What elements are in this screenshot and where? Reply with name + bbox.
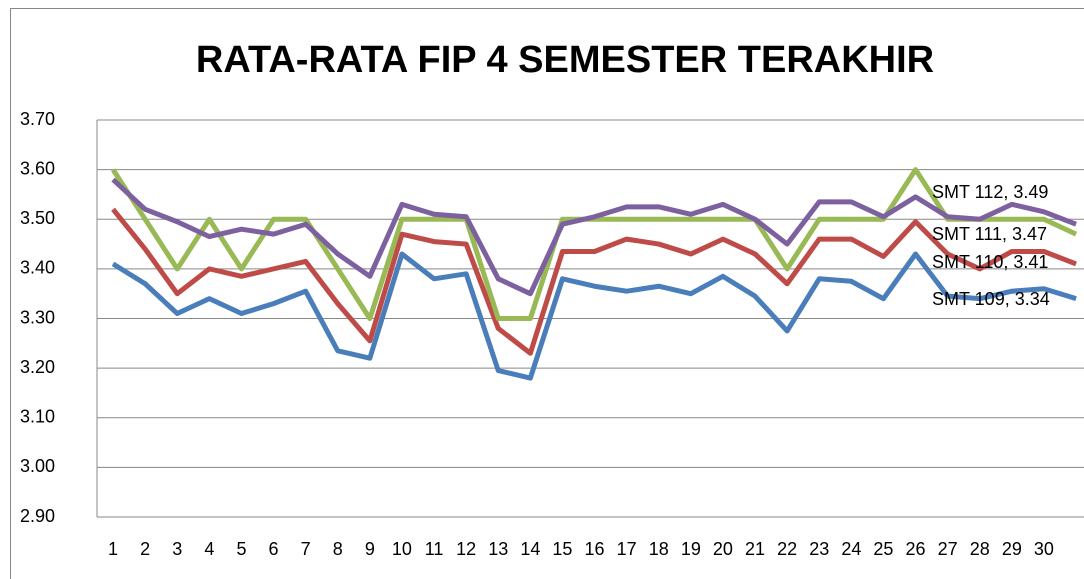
x-tick-label: 28 — [970, 539, 990, 559]
x-tick-label: 18 — [649, 539, 669, 559]
x-tick-label: 26 — [906, 539, 926, 559]
y-tick-label: 3.70 — [20, 109, 55, 129]
end-label: SMT 109, 3.34 — [932, 289, 1050, 309]
y-tick-label: 3.50 — [20, 208, 55, 228]
end-label: SMT 110, 3.41 — [932, 252, 1048, 272]
x-tick-label: 6 — [269, 539, 279, 559]
x-tick-label: 1 — [108, 539, 118, 559]
x-tick-label: 2 — [140, 539, 150, 559]
x-tick-label: 16 — [585, 539, 605, 559]
x-tick-label: 13 — [488, 539, 508, 559]
x-tick-label: 7 — [301, 539, 311, 559]
x-tick-label: 9 — [365, 539, 375, 559]
x-tick-label: 22 — [777, 539, 797, 559]
series-line — [111, 251, 1077, 381]
y-tick-label: 3.40 — [20, 258, 55, 278]
x-tick-label: 23 — [809, 539, 829, 559]
x-tick-label: 15 — [552, 539, 572, 559]
end-label: SMT 112, 3.49 — [932, 182, 1048, 202]
y-tick-label: 3.10 — [20, 407, 55, 427]
x-tick-label: 10 — [392, 539, 412, 559]
x-tick-label: 24 — [841, 539, 861, 559]
x-tick-label: 12 — [456, 539, 476, 559]
y-tick-label: 3.30 — [20, 307, 55, 327]
x-tick-label: 20 — [713, 539, 733, 559]
series-line — [111, 207, 1077, 356]
x-tick-label: 4 — [204, 539, 214, 559]
chart-title: RATA-RATA FIP 4 SEMESTER TERAKHIR — [196, 39, 934, 81]
x-tick-label: 27 — [938, 539, 958, 559]
x-tick-label: 21 — [745, 539, 765, 559]
y-tick-label: 2.90 — [20, 506, 55, 526]
y-tick-label: 3.00 — [20, 456, 55, 476]
x-tick-label: 14 — [520, 539, 540, 559]
x-tick-label: 11 — [425, 539, 444, 559]
x-tick-label: 19 — [681, 539, 701, 559]
x-tick-label: 17 — [617, 539, 637, 559]
x-tick-label: 29 — [1002, 539, 1022, 559]
x-tick-label: 30 — [1034, 539, 1054, 559]
x-tick-label: 3 — [172, 539, 182, 559]
y-tick-label: 3.60 — [20, 158, 55, 178]
y-tick-label: 3.20 — [20, 357, 55, 377]
x-tick-label: 25 — [873, 539, 893, 559]
x-tick-label: 5 — [236, 539, 246, 559]
x-tick-label: 8 — [333, 539, 343, 559]
end-label: SMT 111, 3.47 — [932, 224, 1047, 244]
series-line — [111, 177, 1077, 297]
